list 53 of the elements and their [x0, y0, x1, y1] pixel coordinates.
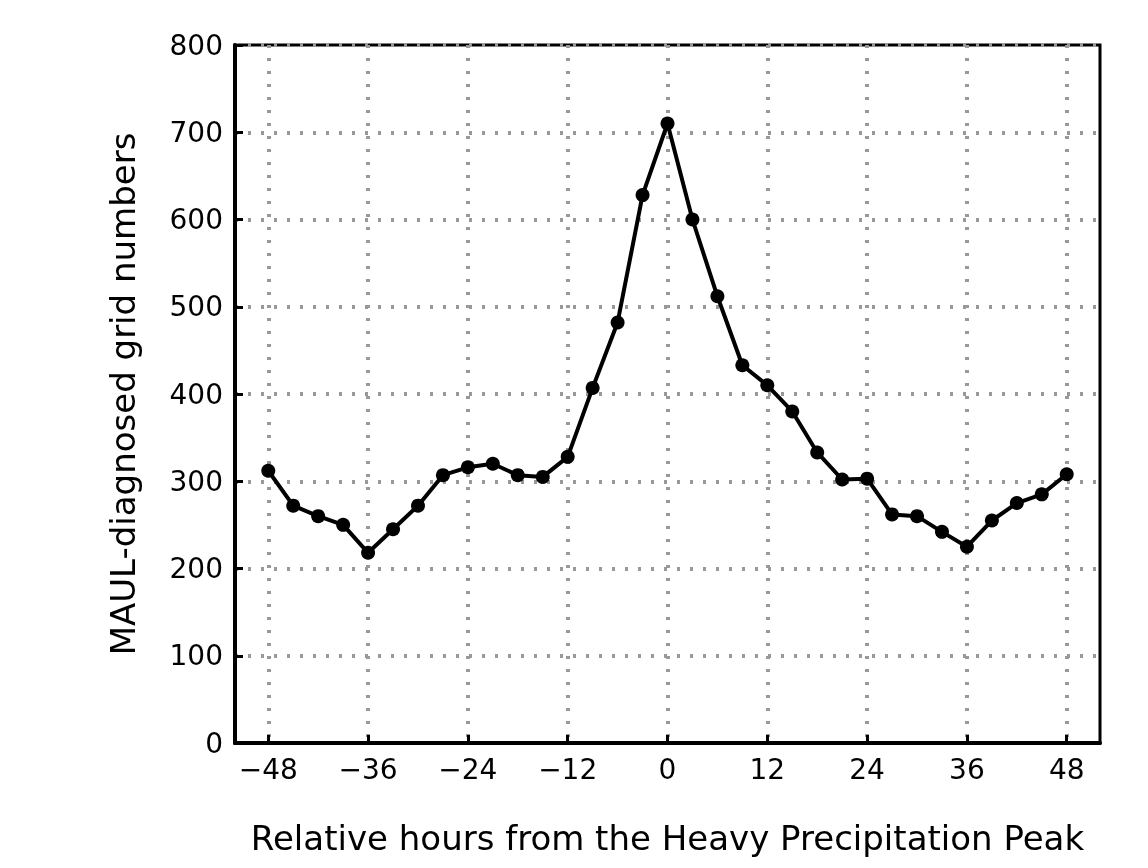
x-axis-title: Relative hours from the Heavy Precipitation Peak — [250, 818, 1085, 858]
point — [535, 469, 550, 484]
point — [735, 358, 750, 373]
point — [934, 524, 949, 539]
point — [760, 378, 775, 393]
x-tick-label: 48 — [1048, 752, 1085, 786]
x-tick-label: 12 — [749, 752, 786, 786]
point — [860, 471, 875, 486]
point — [710, 289, 725, 304]
y-tick-label: 500 — [169, 290, 223, 324]
point — [1059, 467, 1074, 482]
point — [460, 460, 475, 475]
point — [361, 545, 376, 560]
y-axis-title: MAUL-diagnosed grid numbers — [103, 132, 143, 656]
point — [685, 212, 700, 227]
point — [585, 380, 600, 395]
point — [610, 315, 625, 330]
y-tick-label: 800 — [169, 28, 223, 62]
point — [261, 463, 276, 478]
point — [510, 468, 525, 483]
point — [1009, 496, 1024, 511]
x-tick-label: −48 — [238, 752, 298, 786]
point — [485, 456, 500, 471]
y-tick-label: 200 — [169, 552, 223, 585]
x-tick-label: 0 — [658, 752, 677, 786]
y-tick-label: 100 — [169, 639, 223, 673]
point — [885, 507, 900, 522]
point — [336, 517, 351, 532]
point — [560, 449, 575, 464]
y-tick-label: 600 — [169, 203, 223, 236]
x-tick-label: 24 — [849, 752, 885, 786]
y-tick-label: 300 — [169, 464, 223, 498]
point — [835, 472, 850, 487]
point — [286, 498, 301, 513]
point — [635, 188, 650, 203]
point — [311, 509, 326, 524]
y-tick-label: 700 — [169, 115, 223, 149]
y-tick-label: 400 — [169, 377, 223, 411]
point — [984, 513, 999, 528]
point — [785, 404, 800, 419]
point — [959, 539, 974, 554]
point — [1034, 487, 1049, 502]
point — [660, 116, 675, 131]
x-tick-label: −24 — [438, 752, 498, 786]
x-tick-label: −36 — [338, 752, 398, 786]
x-tick-label: −12 — [538, 752, 598, 786]
point — [435, 468, 450, 483]
x-tick-label: 36 — [949, 752, 985, 786]
point — [810, 445, 825, 460]
y-tick-label: 0 — [205, 726, 223, 760]
point — [411, 498, 425, 513]
point — [910, 509, 925, 524]
point — [386, 522, 401, 537]
